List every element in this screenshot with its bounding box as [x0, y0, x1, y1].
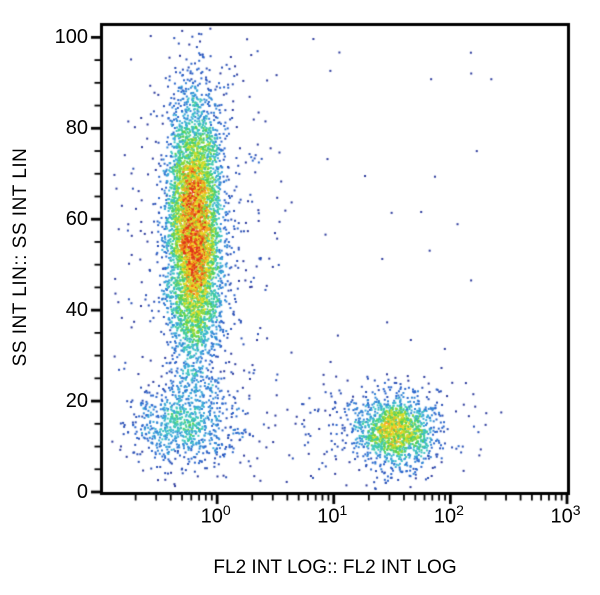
x-tick-label-10e3: 103 — [550, 502, 581, 528]
y-tick-label-80: 80 — [65, 117, 88, 140]
x-tick-label-10e0: 100 — [200, 502, 231, 528]
y-tick-label-60: 60 — [65, 208, 88, 231]
y-axis-title: SS INT LIN:: SS INT LIN — [10, 147, 31, 367]
x-tick-label-10e2: 102 — [433, 502, 464, 528]
y-tick-label-40: 40 — [65, 299, 88, 322]
x-axis-title: FL2 INT LOG:: FL2 INT LOG — [213, 557, 457, 578]
y-tick-label-20: 20 — [65, 390, 88, 413]
y-tick-label-0: 0 — [76, 481, 88, 503]
x-tick-label-10e1: 101 — [317, 502, 348, 528]
y-tick-label-100: 100 — [54, 26, 88, 49]
